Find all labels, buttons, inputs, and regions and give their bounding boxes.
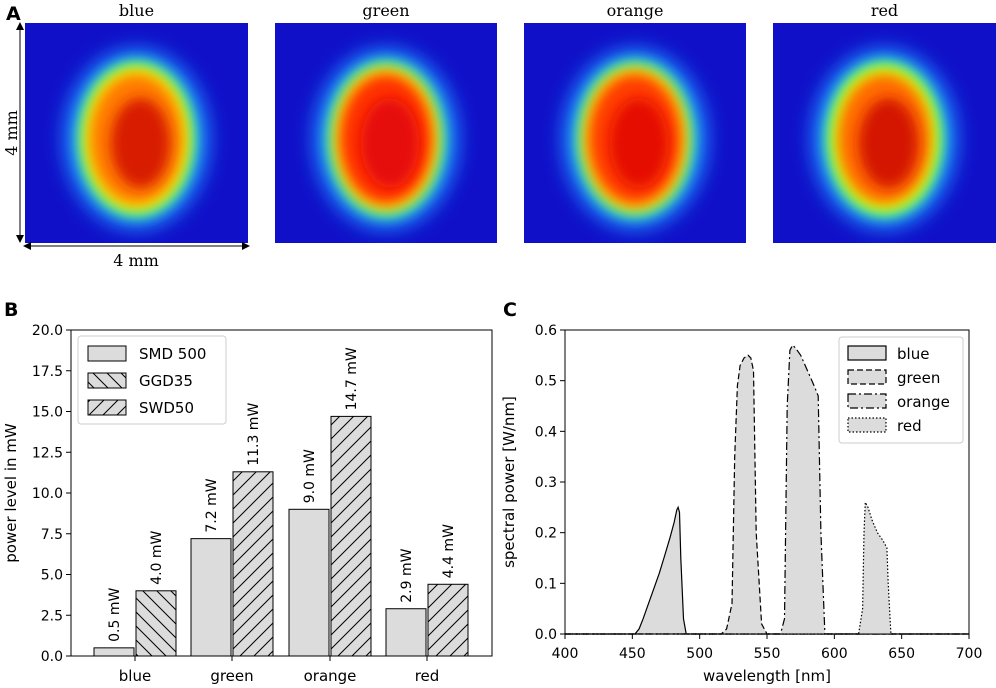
- x-tick-label: 550: [754, 646, 781, 662]
- spectral-power-chart: 0.0 0.1 0.2 0.3 0.4 0.5 0.6 400 450 500 550 600 650 7…: [500, 323, 982, 685]
- y-tick-label: 10.0: [32, 486, 63, 502]
- heatmap-red: [773, 23, 996, 243]
- dimension-horizontal-label: 4 mm: [113, 251, 159, 270]
- heatmap-panels: blue green orange red: [25, 1, 996, 243]
- heatmap-core: [609, 98, 669, 188]
- y-tick-label: 12.5: [32, 445, 63, 461]
- legend-label: SWD50: [139, 399, 194, 417]
- bar-filter-green: [232, 471, 274, 657]
- data-label: 7.2 mW: [204, 478, 220, 532]
- legend: blue green orange red: [838, 336, 964, 444]
- legend-label: blue: [897, 345, 929, 363]
- y-tick-label: 0.1: [535, 576, 557, 592]
- legend-label: red: [897, 417, 922, 435]
- y-tick-label: 17.5: [32, 364, 63, 380]
- x-tick-label: 700: [956, 646, 983, 662]
- legend-swatch: [847, 345, 887, 361]
- x-tick-label: blue: [119, 667, 151, 685]
- area-blue: [565, 507, 969, 634]
- x-tick-label: 400: [552, 646, 579, 662]
- y-tick-label: 0.4: [535, 424, 557, 440]
- dimension-horizontal: 4 mm: [23, 242, 250, 270]
- x-axis-label: wavelength [nm]: [703, 667, 831, 685]
- y-tick-label: 0.6: [535, 323, 557, 339]
- x-tick-label: red: [415, 667, 440, 685]
- legend-frame: [838, 336, 964, 444]
- heatmap-blue: [25, 23, 248, 243]
- heatmap-core: [360, 98, 420, 188]
- x-tick-label: 500: [686, 646, 713, 662]
- y-tick-label: 0.5: [535, 374, 557, 390]
- x-tick-label: green: [210, 667, 253, 685]
- area-red: [565, 502, 969, 634]
- bar-chart-power-levels: 0.0 2.5 5.0 7.5 10.0 12.5 15.0 17.5 20.0 0.5 mW 4.…: [2, 323, 493, 685]
- legend-label: SMD 500: [139, 345, 206, 363]
- legend-label: orange: [897, 393, 950, 411]
- bar-filter-red: [427, 583, 469, 657]
- bar-smd500-green: [190, 538, 232, 657]
- line-blue: [565, 505, 969, 635]
- heatmap-title: blue: [119, 1, 154, 20]
- dimension-vertical-label: 4 mm: [2, 110, 21, 156]
- data-label: 9.0 mW: [302, 449, 318, 503]
- legend-swatch: [87, 372, 127, 389]
- legend-swatch: [87, 345, 127, 362]
- legend-swatch: [847, 417, 887, 433]
- panel-label-a: A: [6, 3, 21, 25]
- data-label: 14.7 mW: [344, 347, 360, 410]
- legend-swatch: [847, 393, 887, 409]
- bar-filter-orange: [330, 415, 372, 657]
- y-tick-label: 2.5: [41, 608, 63, 624]
- line-orange: [565, 344, 969, 635]
- legend-label: green: [897, 369, 940, 387]
- x-tick-label: 450: [619, 646, 646, 662]
- data-label: 2.9 mW: [399, 548, 415, 602]
- panel-label-b: B: [4, 299, 18, 321]
- data-label: 4.0 mW: [149, 530, 165, 584]
- data-label: 0.5 mW: [107, 587, 123, 641]
- y-tick-label: 0.0: [41, 649, 63, 665]
- data-label: 4.4 mW: [441, 524, 457, 578]
- heatmap-title: orange: [607, 1, 664, 20]
- line-green: [565, 354, 969, 635]
- bar-smd500-orange: [288, 508, 330, 657]
- legend: SMD 500 GGD35 SWD50: [77, 335, 227, 425]
- y-axis-label: spectral power [W/nm]: [500, 396, 518, 568]
- data-label: 11.3 mW: [246, 403, 262, 466]
- line-red: [565, 500, 969, 635]
- heatmap-title: red: [871, 1, 898, 20]
- heatmap-green: [275, 23, 497, 243]
- dimension-vertical: 4 mm: [2, 22, 24, 243]
- y-tick-label: 0.0: [535, 627, 557, 643]
- plot-frame: [70, 329, 493, 657]
- x-tick-label: orange: [304, 667, 357, 685]
- y-tick-label: 7.5: [41, 527, 63, 543]
- legend-swatch: [847, 369, 887, 385]
- x-tick-label: 600: [821, 646, 848, 662]
- y-tick-label: 0.3: [535, 475, 557, 491]
- plot-frame: [564, 329, 970, 635]
- y-tick-label: 15.0: [32, 405, 63, 421]
- legend-label: GGD35: [139, 372, 193, 390]
- x-tick-label: 650: [888, 646, 915, 662]
- heatmap-title: green: [362, 1, 409, 20]
- panel-label-c: C: [503, 299, 517, 321]
- heatmap-core: [111, 98, 170, 188]
- bar-smd500-blue: [93, 647, 135, 657]
- bar-smd500-red: [385, 608, 427, 657]
- bar-filter-blue: [135, 590, 177, 657]
- y-tick-label: 20.0: [32, 323, 63, 339]
- heatmap-core: [859, 98, 918, 188]
- y-axis-label: power level in mW: [2, 423, 20, 563]
- heatmap-orange: [524, 23, 746, 243]
- y-tick-label: 0.2: [535, 526, 557, 542]
- y-tick-label: 5.0: [41, 568, 63, 584]
- legend-swatch: [87, 399, 127, 416]
